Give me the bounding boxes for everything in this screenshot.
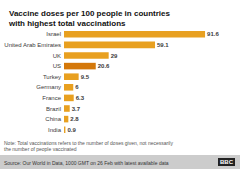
svg-text:Germany: Germany xyxy=(36,84,61,90)
svg-text:Vaccine doses per 100 people i: Vaccine doses per 100 people in countrie… xyxy=(9,9,171,18)
svg-text:the number of people vaccinate: the number of people vaccinated xyxy=(4,146,77,152)
svg-text:59.1: 59.1 xyxy=(157,42,169,48)
svg-text:Source: Our World in Data, 100: Source: Our World in Data, 1000 GMT on 2… xyxy=(4,160,169,166)
svg-text:6.3: 6.3 xyxy=(76,95,85,101)
svg-text:91.6: 91.6 xyxy=(207,31,219,37)
svg-text:Note: Total vaccinations refer: Note: Total vaccinations refers to the n… xyxy=(4,140,173,146)
svg-text:20.6: 20.6 xyxy=(98,63,110,69)
svg-text:3.7: 3.7 xyxy=(72,106,81,112)
svg-text:Turkey: Turkey xyxy=(43,74,61,80)
svg-text:France: France xyxy=(42,95,61,101)
svg-text:2.8: 2.8 xyxy=(70,116,79,122)
svg-text:0.9: 0.9 xyxy=(67,127,76,133)
svg-text:UK: UK xyxy=(53,53,61,59)
svg-text:9.5: 9.5 xyxy=(81,74,90,80)
svg-text:29: 29 xyxy=(111,53,118,59)
svg-text:with highest total vaccination: with highest total vaccinations xyxy=(8,19,126,28)
svg-text:BBC: BBC xyxy=(220,159,234,165)
svg-text:China: China xyxy=(45,116,61,122)
svg-text:6: 6 xyxy=(75,84,79,90)
svg-text:Israel: Israel xyxy=(46,31,61,37)
svg-text:India: India xyxy=(48,127,62,133)
svg-text:Brazil: Brazil xyxy=(46,106,61,112)
svg-text:United Arab Emirates: United Arab Emirates xyxy=(4,42,61,48)
svg-text:US: US xyxy=(53,63,61,69)
